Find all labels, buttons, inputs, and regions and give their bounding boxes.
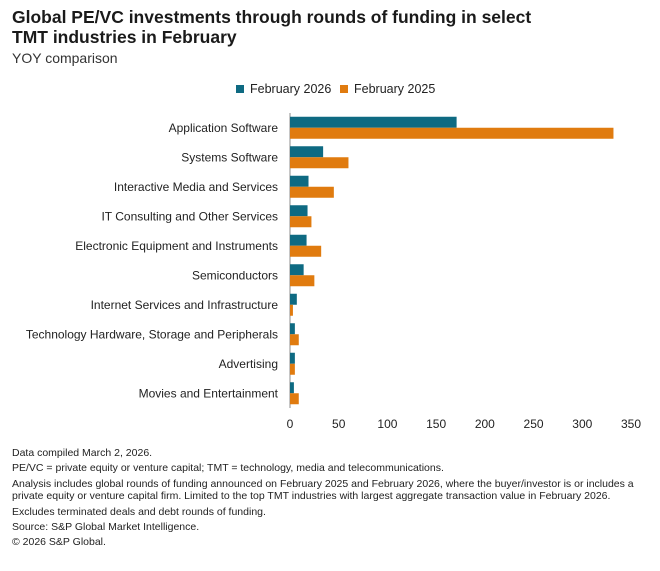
footnotes: Data compiled March 2, 2026. PE/VC = pri… [12, 447, 652, 552]
bar-february-2026-electronic-equipment-and-instruments [290, 234, 307, 246]
bar-february-2025-technology-hardware-storage-and-peripherals [290, 334, 299, 346]
x-tick-label-150: 150 [426, 417, 446, 431]
legend-item-february-2025: February 2025 [340, 80, 435, 98]
category-label-application-software: Application Software [169, 121, 279, 135]
bar-february-2026-internet-services-and-infrastructure [290, 293, 297, 305]
category-label-internet-services-and-infrastructure: Internet Services and Infrastructure [91, 298, 279, 312]
bar-february-2025-advertising [290, 363, 295, 375]
category-label-interactive-media-and-services: Interactive Media and Services [114, 180, 278, 194]
bar-february-2025-semiconductors [290, 275, 315, 287]
bar-february-2025-interactive-media-and-services [290, 186, 334, 198]
bar-february-2025-electronic-equipment-and-instruments [290, 245, 322, 257]
bar-february-2026-application-software [290, 116, 457, 128]
legend-swatch-february-2026 [236, 85, 244, 93]
bar-february-2025-application-software [290, 127, 614, 139]
bar-february-2026-interactive-media-and-services [290, 175, 309, 187]
category-label-advertising: Advertising [219, 357, 278, 371]
bar-february-2025-internet-services-and-infrastructure [290, 304, 293, 316]
bar-february-2026-systems-software [290, 146, 324, 158]
x-tick-label-350: 350 [621, 417, 641, 431]
bar-february-2026-semiconductors [290, 264, 304, 276]
category-label-electronic-equipment-and-instruments: Electronic Equipment and Instruments [75, 239, 278, 253]
bar-february-2025-movies-and-entertainment [290, 393, 299, 405]
chart-title: Global PE/VC investments through rounds … [12, 7, 532, 47]
category-label-technology-hardware-storage-and-peripherals: Technology Hardware, Storage and Periphe… [26, 327, 278, 341]
x-tick-label-0: 0 [287, 417, 294, 431]
x-tick-label-300: 300 [572, 417, 592, 431]
x-tick-label-100: 100 [377, 417, 397, 431]
footnote-copyright: © 2026 S&P Global. [12, 536, 106, 549]
bar-february-2025-systems-software [290, 157, 349, 169]
category-label-movies-and-entertainment: Movies and Entertainment [139, 386, 279, 400]
legend-label-february-2025: February 2025 [354, 82, 436, 96]
bar-chart: Application Software Systems Software Inte… [26, 113, 641, 431]
legend-swatch-february-2025 [340, 85, 348, 93]
legend-label-february-2026: February 2026 [250, 82, 332, 96]
bar-february-2026-movies-and-entertainment [290, 382, 294, 394]
bar-february-2025-it-consulting-and-other-services [290, 216, 312, 228]
x-tick-label-50: 50 [332, 417, 346, 431]
x-tick-label-250: 250 [524, 417, 544, 431]
footnote-date: Data compiled March 2, 2026. [12, 447, 153, 459]
footnote-source: Source: S&P Global Market Intelligence. [12, 521, 200, 534]
footnote-definitions: PE/VC = private equity or venture capita… [12, 462, 444, 475]
footnote-analysis: Analysis includes global rounds of fundi… [12, 477, 634, 503]
bar-february-2026-technology-hardware-storage-and-peripherals [290, 323, 295, 335]
bar-february-2026-advertising [290, 352, 295, 364]
x-tick-label-200: 200 [475, 417, 495, 431]
bar-february-2026-it-consulting-and-other-services [290, 205, 308, 217]
category-label-semiconductors: Semiconductors [192, 268, 278, 282]
footnote-exclusions: Excludes terminated deals and debt round… [12, 505, 266, 518]
legend-item-february-2026: February 2026 [236, 80, 331, 98]
chart-subtitle: YOY comparison [12, 50, 118, 66]
category-label-it-consulting-and-other-services: IT Consulting and Other Services [101, 209, 278, 223]
chart-legend: February 2026 February 2025 [0, 80, 660, 98]
category-label-systems-software: Systems Software [181, 150, 278, 164]
